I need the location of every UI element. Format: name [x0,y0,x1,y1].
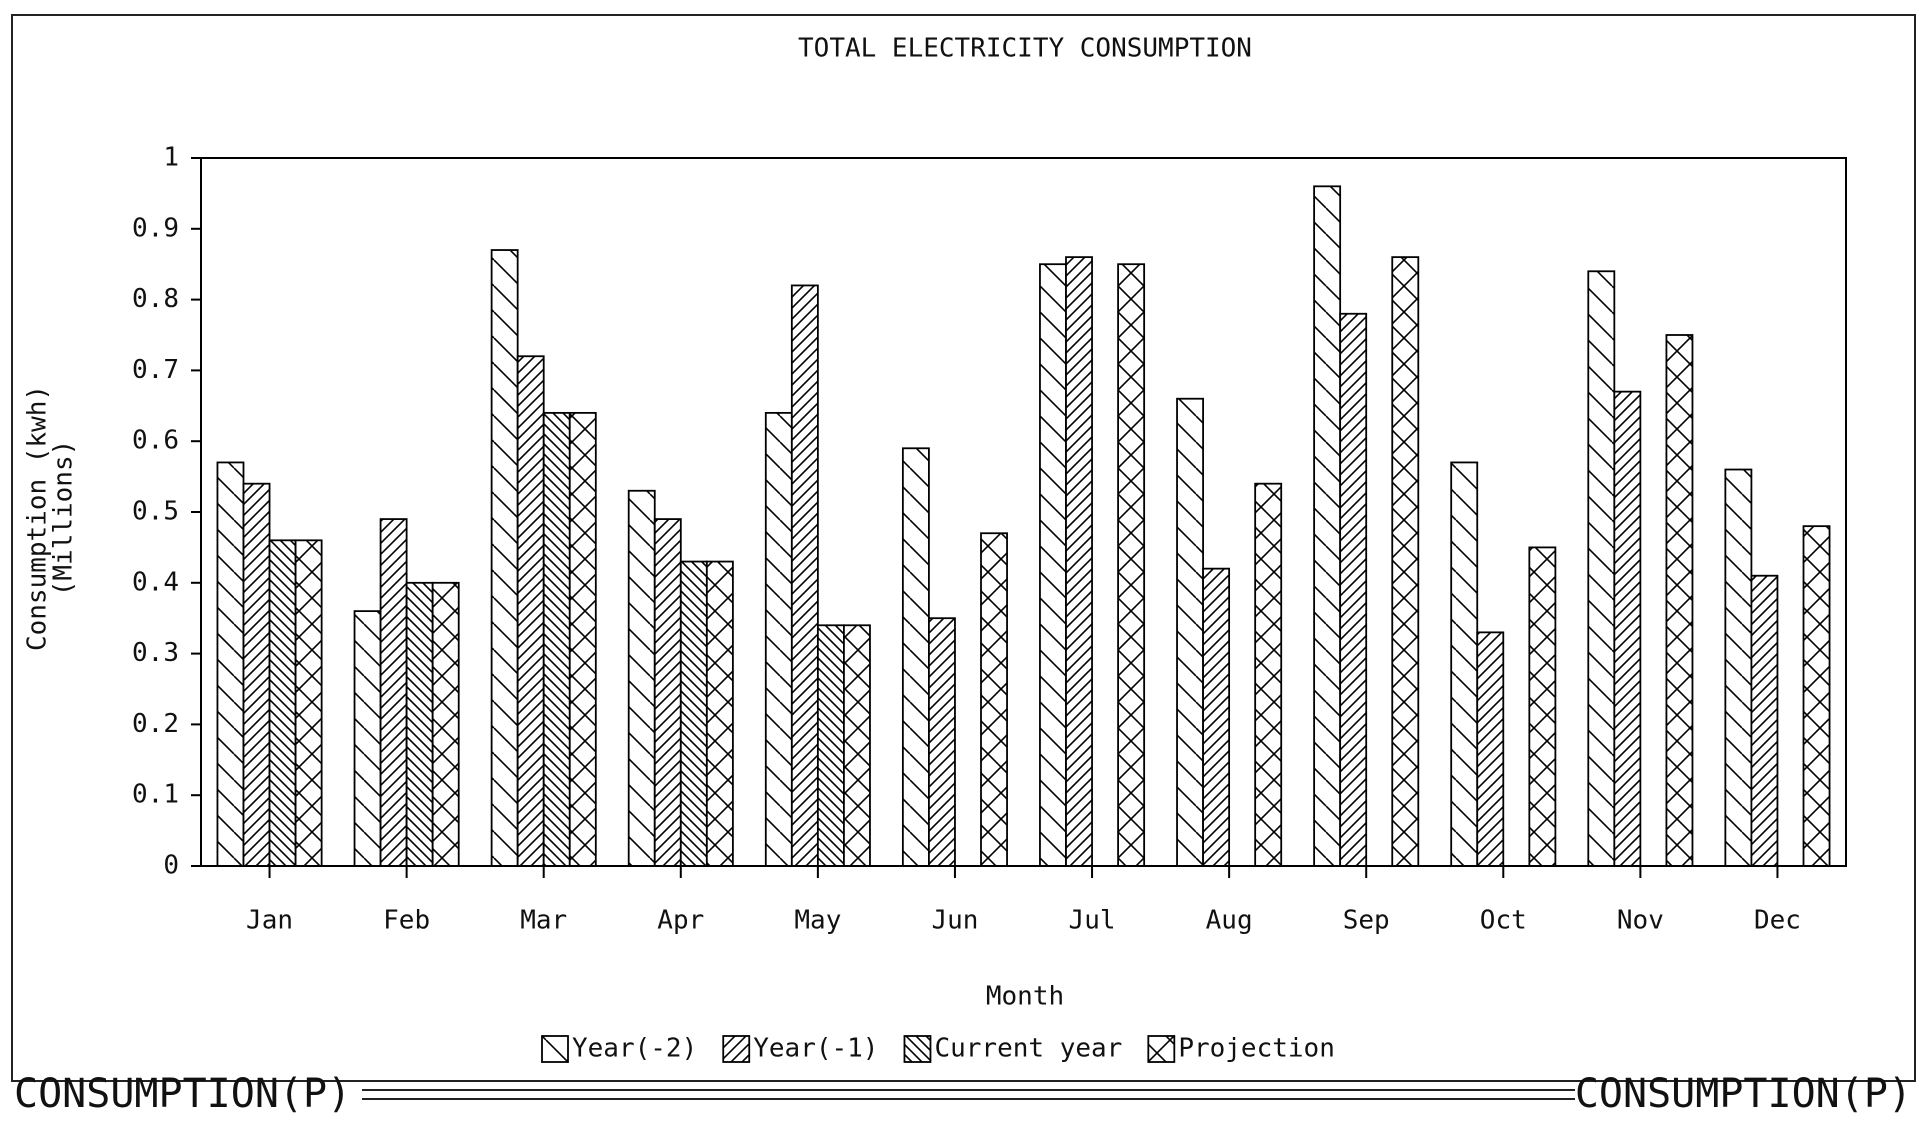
bar [843,624,871,867]
y-tick-label: 0.9 [132,213,179,243]
bar [294,539,323,867]
bar [1528,546,1557,867]
legend-label: Projection [1178,1034,1335,1064]
bar [1450,461,1479,867]
bar [627,489,656,867]
y-tick-label: 1 [163,143,179,173]
bar [1613,390,1642,867]
x-tick-label: Jan [246,906,293,936]
bar [1802,525,1831,867]
y-tick-label: 0.5 [132,497,179,527]
y-tick-label: 0.4 [132,567,179,597]
x-tick-label: Aug [1206,906,1253,936]
bar [1391,256,1420,867]
bar [353,610,382,867]
bar [1039,263,1067,867]
x-tick-label: Nov [1617,906,1664,936]
x-tick-label: Sep [1343,906,1390,936]
bar [542,411,571,867]
x-tick-label: May [794,906,841,936]
y-axis-label: (Millions) [49,440,79,597]
y-tick-label: 0.2 [132,709,179,739]
x-tick-label: Feb [383,906,430,936]
x-tick-label: Dec [1754,906,1801,936]
bar [268,539,297,867]
bar [790,284,819,867]
bar [980,532,1008,867]
bar [1339,312,1368,867]
y-tick-label: 0.6 [132,426,179,456]
bar [705,560,734,867]
plot-frame [200,157,1847,867]
legend-label: Year(-1) [753,1034,878,1064]
status-left: CONSUMPTION(P) [14,1071,351,1117]
x-tick-label: Jul [1069,906,1116,936]
bar [216,461,245,867]
bar [242,482,271,867]
bar [1587,270,1616,867]
bar [679,560,708,867]
bar [1665,334,1694,867]
bar [405,581,434,867]
bar [816,624,845,867]
bar [379,518,408,867]
bar [516,355,545,867]
legend-label: Year(-2) [572,1034,697,1064]
bar [764,411,793,867]
x-tick-label: Jun [931,906,978,936]
bar [1476,631,1505,867]
y-tick-label: 0.7 [132,355,179,385]
bar [431,581,460,867]
bar [1117,263,1146,867]
bar [1313,185,1342,867]
x-tick-label: Oct [1480,906,1527,936]
bar [1750,574,1779,867]
legend-swatch [722,1035,751,1063]
bar [490,249,519,867]
chart-title: TOTAL ELECTRICITY CONSUMPTION [798,34,1252,64]
legend-swatch [1147,1035,1176,1063]
y-axis-label: Consumption (kwh) [23,385,53,651]
bar [1254,482,1283,867]
bar [653,518,682,867]
y-tick-label: 0.1 [132,780,179,810]
y-tick-label: 0.3 [132,638,179,668]
bar [901,447,930,867]
bar [1176,397,1204,867]
legend-label: Current year [934,1034,1122,1064]
y-tick-label: 0 [163,851,179,881]
bar [1202,567,1231,867]
bar [1065,256,1093,867]
bar [928,617,956,867]
legend-swatch [541,1035,569,1063]
x-tick-label: Apr [657,906,704,936]
legend-swatch [903,1035,932,1063]
bar [568,411,597,867]
bar [1724,468,1753,867]
y-tick-label: 0.8 [132,284,179,314]
status-right: CONSUMPTION(P) [1575,1071,1912,1117]
x-axis-label: Month [986,982,1064,1012]
frame [11,14,1916,1082]
x-tick-label: Mar [520,906,567,936]
